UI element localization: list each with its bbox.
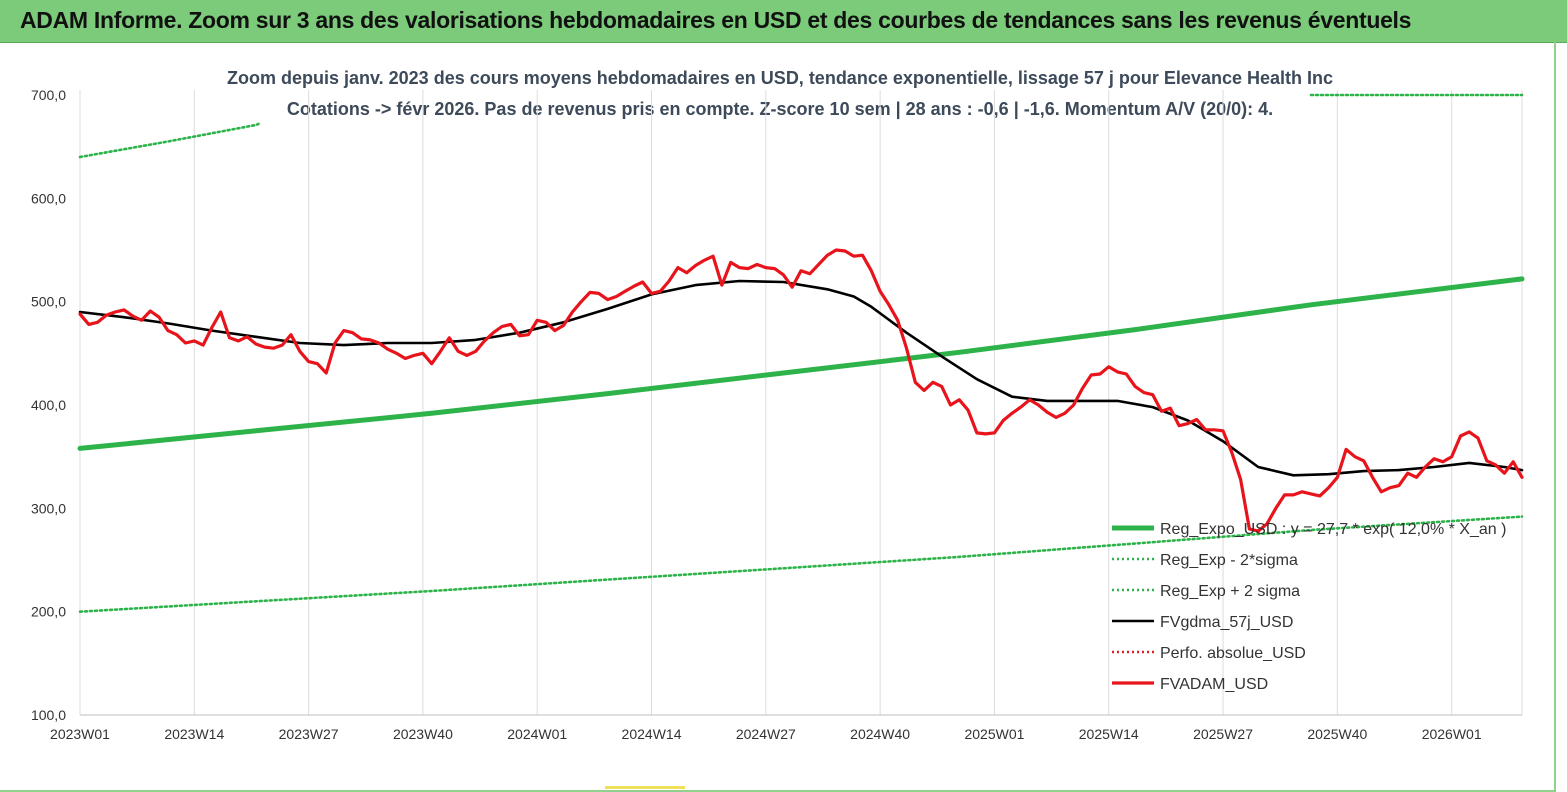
chart-title: Zoom depuis janv. 2023 des cours moyens … (227, 68, 1333, 88)
legend-label: Reg_Exp + 2 sigma (1160, 583, 1300, 600)
x-tick-label: 2024W40 (850, 726, 910, 742)
x-tick-label: 2023W01 (50, 726, 110, 742)
x-tick-label: 2023W40 (393, 726, 453, 742)
series-line-0 (77, 276, 1525, 451)
y-tick-label: 400,0 (31, 397, 66, 413)
x-tick-label: 2025W27 (1193, 726, 1253, 742)
series-line-1 (78, 515, 1524, 613)
chart-subtitle: Cotations -> févr 2026. Pas de revenus p… (287, 99, 1273, 119)
legend-label: FVgdma_57j_USD (1160, 614, 1293, 631)
x-tick-label: 2024W01 (507, 726, 567, 742)
grid-lines (79, 90, 1523, 716)
series-line-5 (78, 248, 1524, 533)
series-line-3 (78, 279, 1524, 477)
series-line-2 (78, 122, 260, 159)
legend-label: Perfo. absolue_USD (1160, 645, 1306, 662)
y-axis: 100,0 200,0 300,0 400,0 500,0 600,0 700,0 (31, 87, 66, 723)
footer-accent (605, 786, 685, 789)
y-tick-label: 500,0 (31, 294, 66, 310)
y-tick-label: 100,0 (31, 707, 66, 723)
legend: Reg_Expo_USD : y = 27,7 * exp( 12,0% * X… (1112, 521, 1506, 693)
x-tick-label: 2023W27 (279, 726, 339, 742)
y-tick-label: 700,0 (31, 87, 66, 103)
report-title: ADAM Informe. Zoom sur 3 ans des valoris… (20, 7, 1412, 33)
chart-frame (0, 42, 1556, 792)
legend-label: Reg_Expo_USD : y = 27,7 * exp( 12,0% * X… (1160, 521, 1506, 538)
x-axis: 2023W01 2023W14 2023W27 2023W40 2024W01 2024W… (50, 726, 1482, 742)
x-tick-label: 2025W40 (1307, 726, 1367, 742)
series-layer (77, 93, 1525, 613)
x-tick-label: 2025W01 (964, 726, 1024, 742)
x-tick-label: 2024W14 (622, 726, 682, 742)
x-tick-label: 2024W27 (736, 726, 796, 742)
legend-label: Reg_Exp - 2*sigma (1160, 552, 1298, 569)
x-tick-label: 2023W14 (164, 726, 224, 742)
y-tick-label: 300,0 (31, 500, 66, 516)
y-tick-label: 200,0 (31, 604, 66, 620)
x-tick-label: 2025W14 (1079, 726, 1139, 742)
legend-label: FVADAM_USD (1160, 676, 1268, 693)
x-tick-label: 2026W01 (1422, 726, 1482, 742)
y-tick-label: 600,0 (31, 190, 66, 206)
report-banner: ADAM Informe. Zoom sur 3 ans des valoris… (0, 0, 1567, 43)
